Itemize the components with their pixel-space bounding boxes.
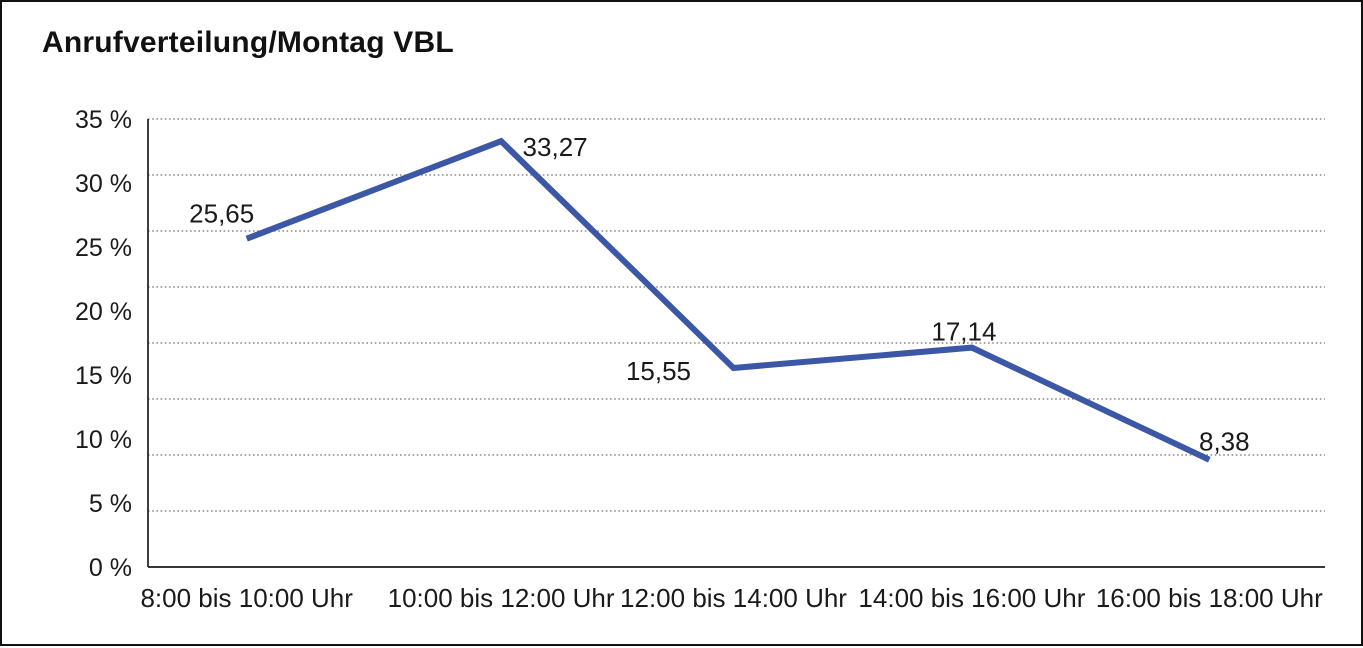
x-category-label: 16:00 bis 18:00 Uhr	[1096, 583, 1323, 613]
data-point-label: 33,27	[523, 132, 588, 162]
y-tick-label: 25 %	[75, 234, 132, 262]
y-tick-label: 15 %	[75, 362, 132, 390]
y-tick-label: 10 %	[75, 426, 132, 454]
y-tick-label: 30 %	[75, 170, 132, 198]
data-point-label: 15,55	[626, 356, 691, 386]
y-tick-label: 5 %	[89, 490, 132, 518]
x-category-label: 14:00 bis 16:00 Uhr	[858, 583, 1085, 613]
x-category-label: 8:00 bis 10:00 Uhr	[140, 583, 353, 613]
y-tick-label: 35 %	[75, 106, 132, 134]
data-series-line	[245, 137, 1211, 463]
y-tick-label: 0 %	[89, 554, 132, 582]
data-point-label: 25,65	[189, 199, 254, 229]
chart-title: Anrufverteilung/Montag VBL	[42, 26, 454, 59]
x-category-label: 10:00 bis 12:00 Uhr	[388, 583, 615, 613]
y-tick-label: 20 %	[75, 298, 132, 326]
data-point-label: 8,38	[1199, 427, 1250, 457]
data-point-label: 17,14	[931, 317, 996, 347]
x-category-label: 12:00 bis 14:00 Uhr	[620, 583, 847, 613]
